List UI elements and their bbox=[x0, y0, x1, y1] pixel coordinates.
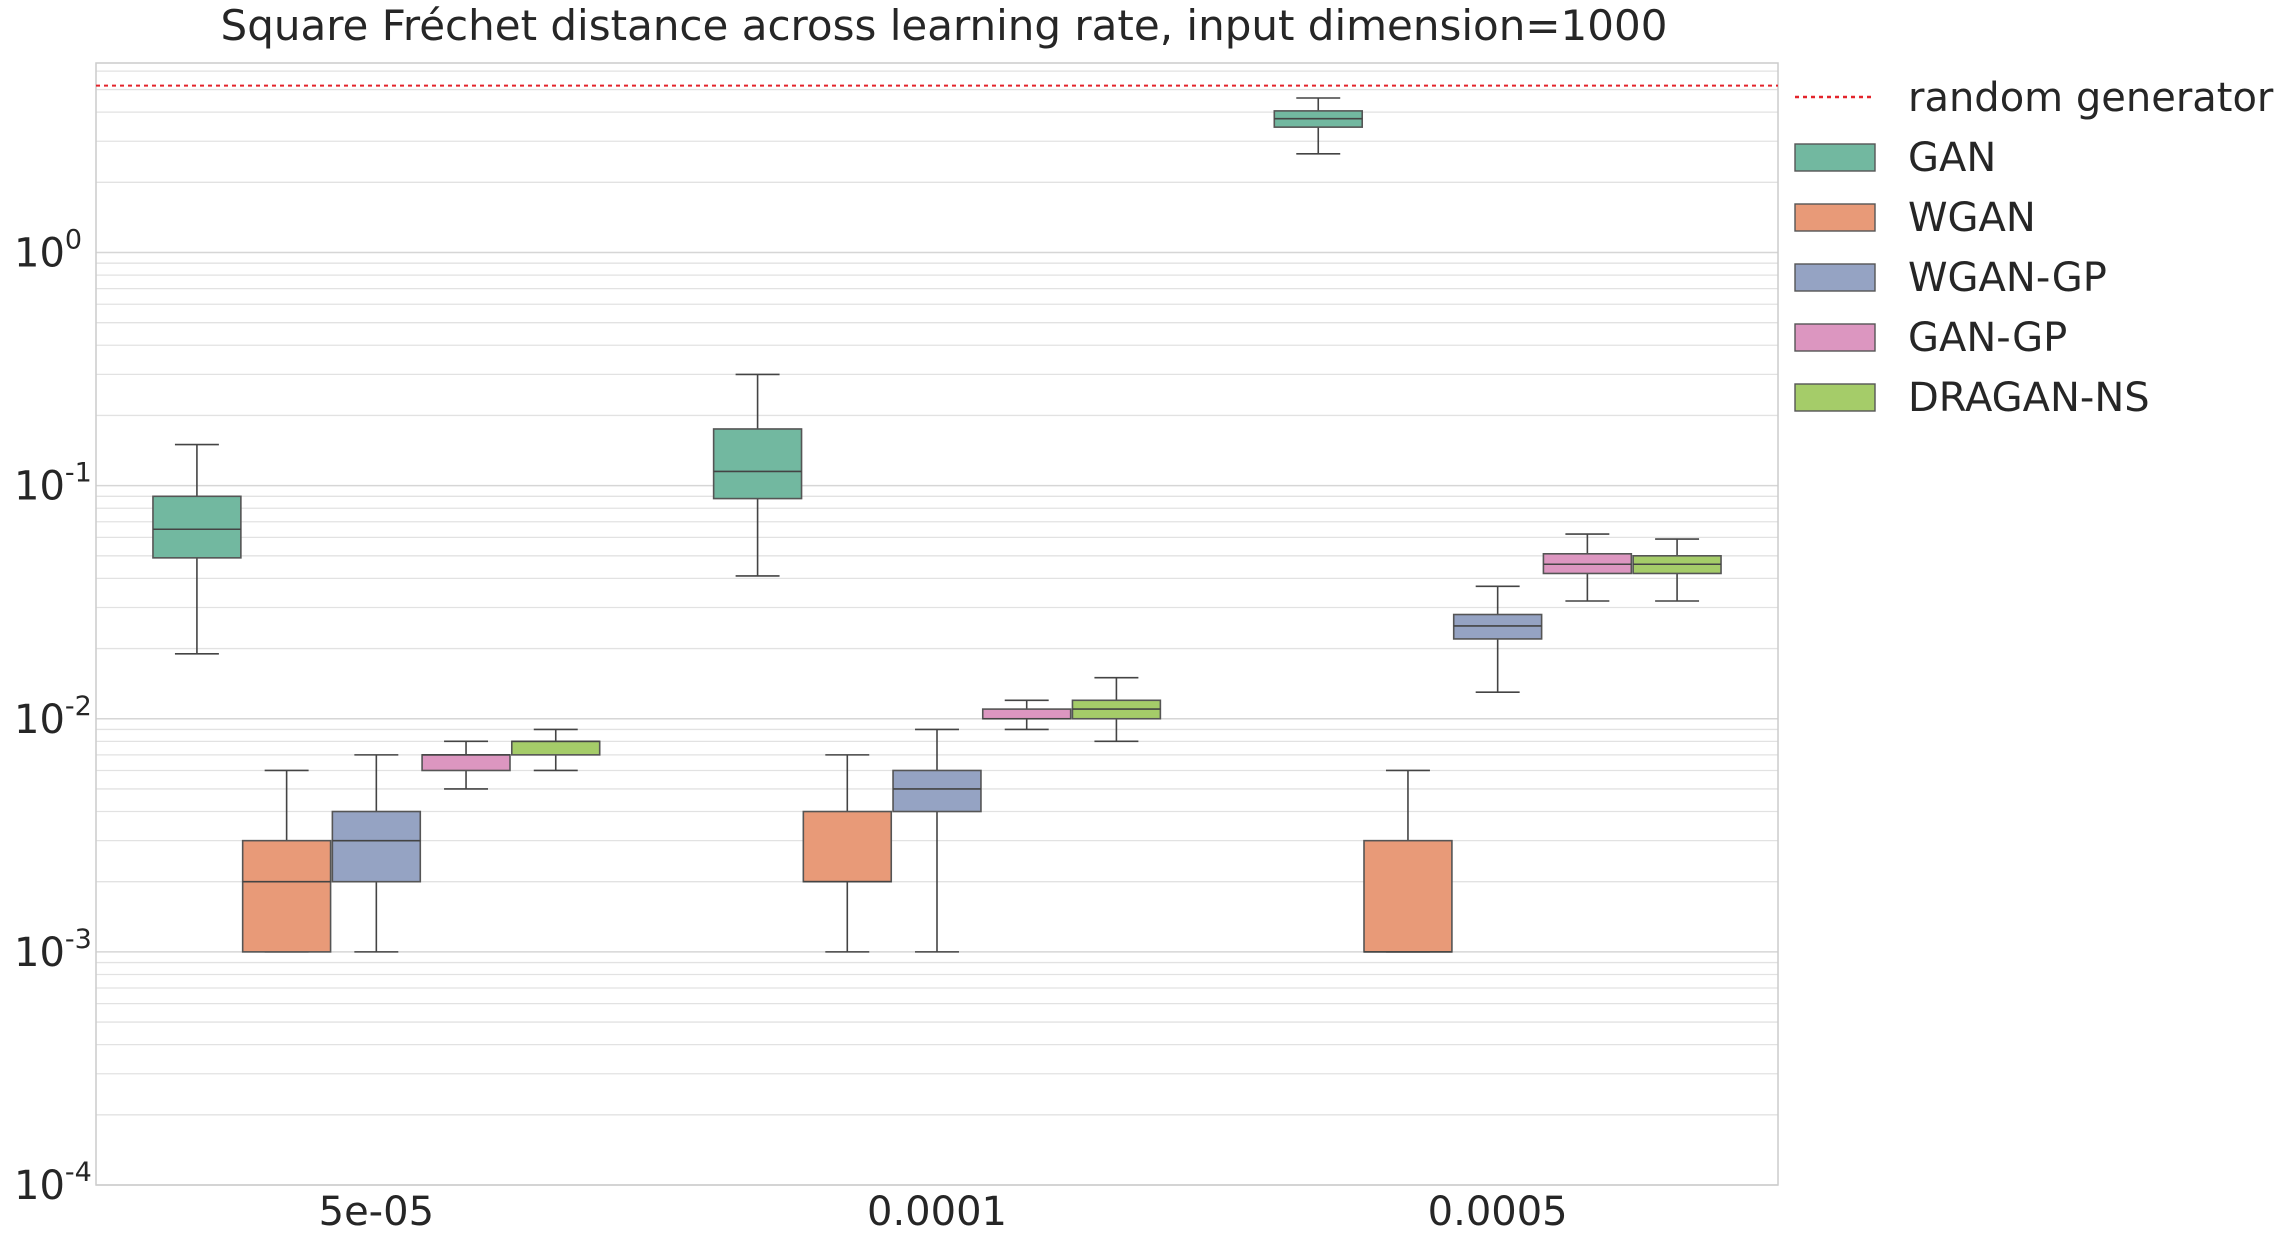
y-tick-label: 10-2 bbox=[14, 691, 92, 743]
y-tick-label: 10-1 bbox=[14, 458, 92, 510]
box-body bbox=[152, 495, 242, 559]
plot-frame bbox=[95, 62, 1779, 1186]
box-wgan-gp-0.0005 bbox=[1452, 585, 1543, 693]
box-body bbox=[331, 810, 422, 883]
legend-label-wgan: WGAN bbox=[1908, 195, 2036, 241]
box-body bbox=[802, 810, 893, 883]
legend-label-gan-gp: GAN-GP bbox=[1908, 315, 2067, 361]
box-wgan-gp-5e-05 bbox=[331, 754, 422, 953]
box-gan-gp-0.0005 bbox=[1542, 533, 1633, 602]
box-wgan-gp-0.0001 bbox=[892, 728, 982, 953]
legend-swatch-wgan-gp bbox=[1794, 263, 1876, 292]
box-body bbox=[1363, 839, 1453, 953]
chart-title: Square Fréchet distance across learning … bbox=[221, 1, 1668, 50]
legend-swatch-gan-gp bbox=[1794, 323, 1876, 352]
box-body bbox=[510, 740, 601, 756]
legend-swatch-gan bbox=[1794, 143, 1876, 172]
y-tick-label: 100 bbox=[14, 225, 82, 277]
legend-label-wgan-gp: WGAN-GP bbox=[1908, 255, 2107, 301]
box-dragan-ns-5e-05 bbox=[510, 728, 601, 772]
x-tick-label: 0.0001 bbox=[867, 1189, 1007, 1233]
box-body bbox=[241, 839, 332, 953]
legend-label-dragan-ns: DRAGAN-NS bbox=[1908, 375, 2150, 421]
box-gan-gp-5e-05 bbox=[421, 740, 511, 790]
y-tick-label: 10-4 bbox=[14, 1157, 92, 1209]
box-body bbox=[712, 428, 803, 500]
legend-label-random-generator: random generator bbox=[1908, 75, 2274, 121]
box-wgan-5e-05 bbox=[241, 769, 332, 953]
box-gan-0.0005 bbox=[1273, 97, 1364, 155]
box-gan-gp-0.0001 bbox=[981, 699, 1072, 731]
legend-swatch-wgan bbox=[1794, 203, 1876, 232]
box-gan-0.0001 bbox=[712, 373, 803, 577]
x-tick-label: 5e-05 bbox=[319, 1189, 434, 1233]
box-body bbox=[981, 708, 1072, 720]
y-axis-ticks: 10-4 10-3 10-2 10-1 100 bbox=[14, 225, 92, 1209]
boxes-layer bbox=[152, 97, 1722, 953]
legend-swatch-dragan-ns bbox=[1794, 383, 1876, 412]
box-dragan-ns-0.0001 bbox=[1071, 676, 1162, 743]
box-body bbox=[421, 754, 511, 772]
x-axis-ticks: 5e-05 0.0001 0.0005 bbox=[319, 1189, 1568, 1233]
y-tick-label: 10-3 bbox=[14, 924, 92, 976]
box-dragan-ns-0.0005 bbox=[1632, 538, 1722, 602]
legend: random generator GAN WGAN WGAN-GP GAN-GP DRAG… bbox=[1794, 75, 2274, 421]
box-wgan-0.0005 bbox=[1363, 769, 1453, 953]
box-body bbox=[892, 769, 982, 813]
box-gan-5e-05 bbox=[152, 443, 242, 655]
box-wgan-0.0001 bbox=[802, 754, 893, 953]
legend-label-gan: GAN bbox=[1908, 135, 1996, 181]
x-tick-label: 0.0005 bbox=[1428, 1189, 1568, 1233]
